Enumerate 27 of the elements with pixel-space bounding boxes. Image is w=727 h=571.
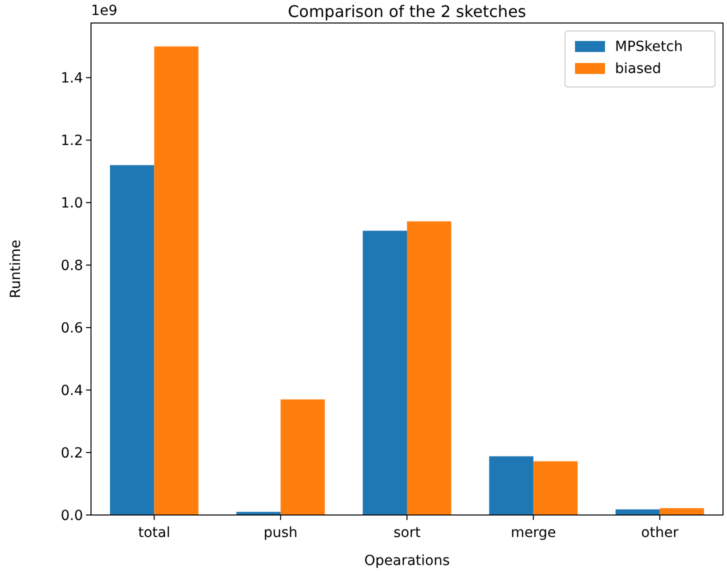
x-tick-label: merge (510, 525, 556, 541)
legend-label: biased (615, 61, 662, 77)
bar (660, 508, 704, 515)
x-tick-label: sort (393, 525, 422, 541)
y-tick-label: 0.2 (60, 445, 83, 462)
y-tick-label: 0.8 (60, 258, 83, 274)
bar (533, 461, 578, 515)
bar (280, 399, 325, 515)
bar (154, 46, 198, 515)
bar (489, 456, 534, 515)
bar (110, 165, 154, 515)
x-tick-label: total (138, 525, 170, 541)
x-tick-label: push (264, 525, 298, 541)
x-axis-title: Opearations (364, 553, 450, 569)
y-tick-label: 1.0 (60, 196, 83, 212)
y-axis-title: Runtime (8, 240, 24, 298)
y-tick-label: 0.0 (60, 508, 83, 524)
legend-label: MPSketch (615, 39, 683, 55)
y-tick-label: 0.4 (60, 382, 84, 399)
text: 1e9 (91, 3, 118, 19)
y-tick-label: 1.2 (60, 133, 83, 150)
bar (407, 221, 452, 515)
chart-title: Comparison of the 2 sketches (288, 2, 526, 21)
x-tick-label: other (641, 525, 679, 541)
y-tick-label: 1.4 (60, 70, 84, 87)
bar (362, 230, 407, 515)
y-tick-label: 0.6 (60, 320, 84, 336)
